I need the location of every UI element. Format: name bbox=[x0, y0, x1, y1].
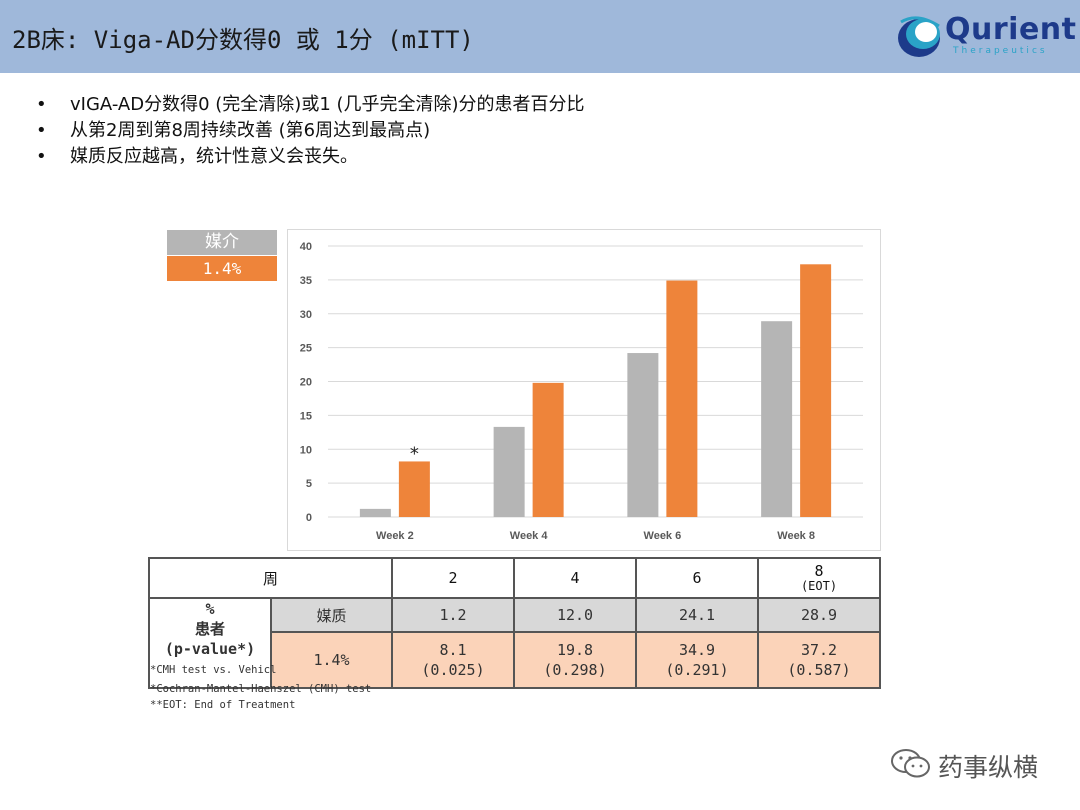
x-tick-label: Week 6 bbox=[644, 530, 682, 542]
drug-value: 37.2 bbox=[800, 641, 838, 659]
y-tick-label: 20 bbox=[300, 377, 312, 389]
y-tick-label: 30 bbox=[300, 309, 312, 321]
week-8-label: 8 bbox=[814, 562, 824, 580]
bullet-item: • vIGA-AD分数得0 (完全清除)或1 (几乎完全清除)分的患者百分比 bbox=[36, 94, 585, 115]
vehicle-week-4: 12.0 bbox=[513, 597, 637, 633]
drug-week-4: 19.8 (0.298) bbox=[513, 631, 637, 689]
results-table: 周 2 4 6 8 (EOT) % 患者 (p-value*) 媒质 1.2 1… bbox=[148, 557, 881, 689]
bar-drug bbox=[666, 280, 698, 517]
bullet-list: • vIGA-AD分数得0 (完全清除)或1 (几乎完全清除)分的患者百分比 • 从… bbox=[36, 92, 585, 170]
logo-subtitle: Therapeutics bbox=[953, 46, 1048, 56]
bar-drug bbox=[532, 382, 564, 517]
bar-drug bbox=[800, 264, 832, 517]
y-tick-label: 35 bbox=[300, 275, 312, 287]
table-row-drug: 1.4% 8.1 (0.025) 19.8 (0.298) 34.9 (0.291) … bbox=[149, 631, 881, 689]
footnote-cmh-full: *Cochran-Mantel-Haenszel (CMH) test bbox=[150, 683, 372, 695]
bullet-item: • 媒质反应越高，统计性意义会丧失。 bbox=[36, 146, 358, 167]
logo-name: Qurient bbox=[945, 12, 1077, 47]
row-group-label: % 患者 (p-value*) bbox=[148, 597, 272, 689]
wechat-icon bbox=[891, 749, 930, 778]
bullet-text: 从第2周到第8周持续改善 (第6周达到最高点) bbox=[70, 120, 431, 141]
drug-pvalue: (0.291) bbox=[665, 661, 729, 679]
y-tick-label: 10 bbox=[300, 444, 312, 456]
bar-vehicle bbox=[359, 508, 391, 517]
drug-pvalue: (0.298) bbox=[543, 661, 607, 679]
vehicle-week-6: 24.1 bbox=[635, 597, 759, 633]
bar-vehicle bbox=[493, 426, 525, 517]
bar-drug bbox=[398, 461, 430, 517]
bullet-item: • 从第2周到第8周持续改善 (第6周达到最高点) bbox=[36, 120, 431, 141]
bar-vehicle bbox=[627, 353, 659, 517]
qurient-logo-icon bbox=[898, 16, 940, 57]
drug-week-8: 37.2 (0.587) bbox=[757, 631, 881, 689]
x-tick-label: Week 4 bbox=[510, 530, 549, 542]
drug-value: 34.9 bbox=[678, 641, 716, 659]
legend-vehicle: 媒介 bbox=[167, 230, 277, 255]
week-6-header: 6 bbox=[635, 557, 759, 599]
watermark: 药事纵横 bbox=[890, 744, 1060, 784]
row-label-percent: % bbox=[205, 600, 215, 618]
eot-label: (EOT) bbox=[800, 579, 838, 593]
y-tick-label: 25 bbox=[300, 343, 312, 355]
y-tick-label: 40 bbox=[300, 241, 312, 253]
week-header-label: 周 bbox=[148, 557, 393, 599]
row-label-pvalue: (p-value*) bbox=[164, 640, 256, 658]
table-header-row: 周 2 4 6 8 (EOT) bbox=[148, 557, 881, 599]
bullet-text: vIGA-AD分数得0 (完全清除)或1 (几乎完全清除)分的患者百分比 bbox=[70, 94, 585, 115]
vehicle-week-2: 1.2 bbox=[391, 597, 515, 633]
row-label-patients: 患者 bbox=[194, 620, 225, 638]
company-logo: Qurient Therapeutics bbox=[895, 10, 1077, 64]
drug-week-2: 8.1 (0.025) bbox=[391, 631, 515, 689]
week-2-header: 2 bbox=[391, 557, 515, 599]
header-bar: 2B床: Viga-AD分数得0 或 1分 (mITT) Qurient The… bbox=[0, 0, 1080, 73]
footnote-cmh-short: *CMH test vs. Vehicl bbox=[150, 664, 277, 676]
table-row-vehicle: % 患者 (p-value*) 媒质 1.2 12.0 24.1 28.9 bbox=[148, 597, 881, 689]
bullet-text: 媒质反应越高，统计性意义会丧失。 bbox=[70, 146, 358, 167]
drug-value: 8.1 bbox=[439, 641, 467, 659]
bar-vehicle bbox=[761, 321, 793, 517]
vehicle-label: 媒质 bbox=[270, 597, 393, 633]
legend-drug: 1.4% bbox=[167, 256, 277, 281]
y-tick-label: 15 bbox=[300, 410, 312, 422]
week-8-header: 8 (EOT) bbox=[757, 557, 881, 599]
slide-title: 2B床: Viga-AD分数得0 或 1分 (mITT) bbox=[12, 26, 474, 54]
vehicle-week-8: 28.9 bbox=[757, 597, 881, 633]
week-4-header: 4 bbox=[513, 557, 637, 599]
watermark-text: 药事纵横 bbox=[938, 753, 1039, 782]
significance-marker: * bbox=[410, 443, 419, 464]
x-tick-label: Week 8 bbox=[777, 530, 815, 542]
x-tick-label: Week 2 bbox=[376, 530, 414, 542]
footnote-eot: **EOT: End of Treatment bbox=[150, 699, 296, 711]
drug-week-6: 34.9 (0.291) bbox=[635, 631, 759, 689]
drug-label: 1.4% bbox=[270, 631, 393, 689]
drug-pvalue: (0.587) bbox=[787, 661, 851, 679]
y-tick-label: 5 bbox=[306, 478, 312, 490]
drug-pvalue: (0.025) bbox=[421, 661, 485, 679]
drug-value: 19.8 bbox=[556, 641, 594, 659]
y-tick-label: 0 bbox=[306, 512, 312, 524]
